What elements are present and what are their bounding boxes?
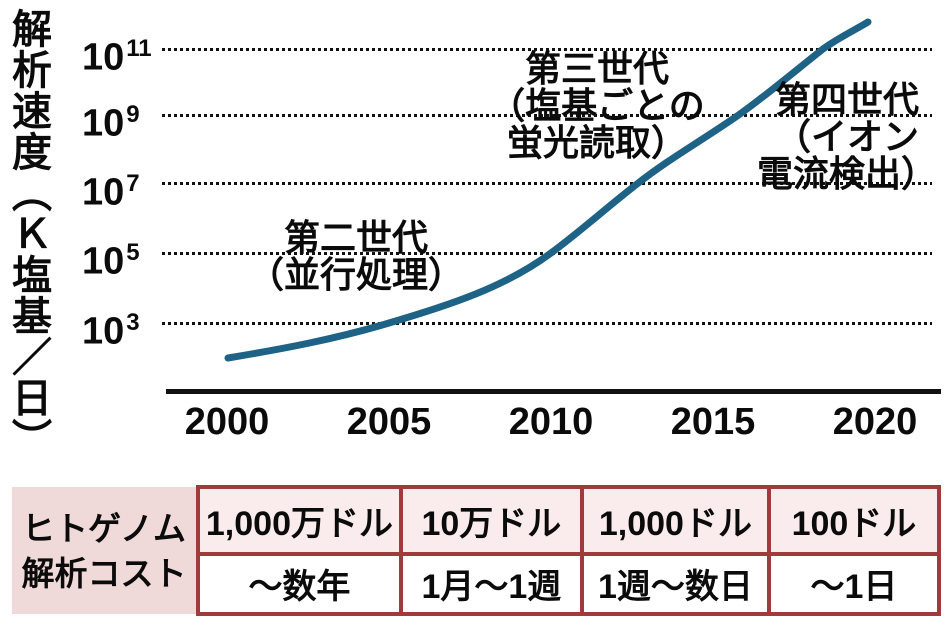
- cost-cell-gen1: 1,000万ドル: [200, 489, 399, 552]
- cost-cell-gen2: 10万ドル: [402, 489, 580, 552]
- cost-table: 1,000万ドル 10万ドル 1,000ドル 100ドル ～数年 1月～1週 1…: [196, 485, 941, 616]
- cost-cell-gen4: 100ドル: [770, 489, 937, 552]
- annotation-gen2-line1: 第二世代: [283, 217, 428, 258]
- annotation-gen4-line3: 電流検出）: [756, 153, 937, 194]
- cost-header-line1: ヒトゲノム: [21, 509, 186, 547]
- annotation-generation2: 第二世代 （並行処理）: [216, 219, 496, 293]
- y-tick-1e7: 107: [82, 170, 140, 214]
- x-tick-2000: 2000: [184, 401, 270, 443]
- time-cell-gen3: 1週～数日: [583, 555, 767, 612]
- annotation-gen2-line2: （並行処理）: [247, 254, 464, 295]
- x-tick-2005: 2005: [346, 401, 432, 443]
- annotation-gen4-line1: 第四世代: [774, 79, 919, 120]
- time-cell-gen4: ～1日: [770, 555, 937, 612]
- annotation-gen4-line2: （イオン: [774, 116, 919, 157]
- x-tick-2015: 2015: [670, 401, 756, 443]
- annotation-generation3: 第三世代 （塩基ごとの 蛍光読取）: [457, 50, 737, 161]
- annotation-gen3-line2: （塩基ごとの: [489, 85, 705, 126]
- y-axis-label: 解析速度（Ｋ塩基／日）: [6, 8, 50, 459]
- x-tick-2010: 2010: [508, 401, 594, 443]
- y-tick-1e11: 1011: [82, 35, 152, 79]
- cost-table-row-header: ヒトゲノム 解析コスト: [12, 487, 196, 614]
- time-cell-gen1: ～数年: [200, 555, 399, 612]
- y-tick-1e9: 109: [82, 101, 140, 145]
- annotation-gen3-line3: 蛍光読取）: [506, 122, 687, 163]
- time-cell-gen2: 1月～1週: [402, 555, 580, 612]
- y-tick-1e3: 103: [82, 309, 140, 353]
- annotation-generation4: 第四世代 （イオン 電流検出）: [747, 81, 947, 192]
- annotation-gen3-line1: 第三世代: [524, 48, 669, 89]
- cost-header-line2: 解析コスト: [21, 554, 187, 592]
- x-tick-2020: 2020: [832, 401, 918, 443]
- x-axis-line: [166, 389, 941, 394]
- cost-cell-gen3: 1,000ドル: [583, 489, 767, 552]
- gridline-1e3: [162, 322, 932, 325]
- y-tick-1e5: 105: [82, 239, 140, 283]
